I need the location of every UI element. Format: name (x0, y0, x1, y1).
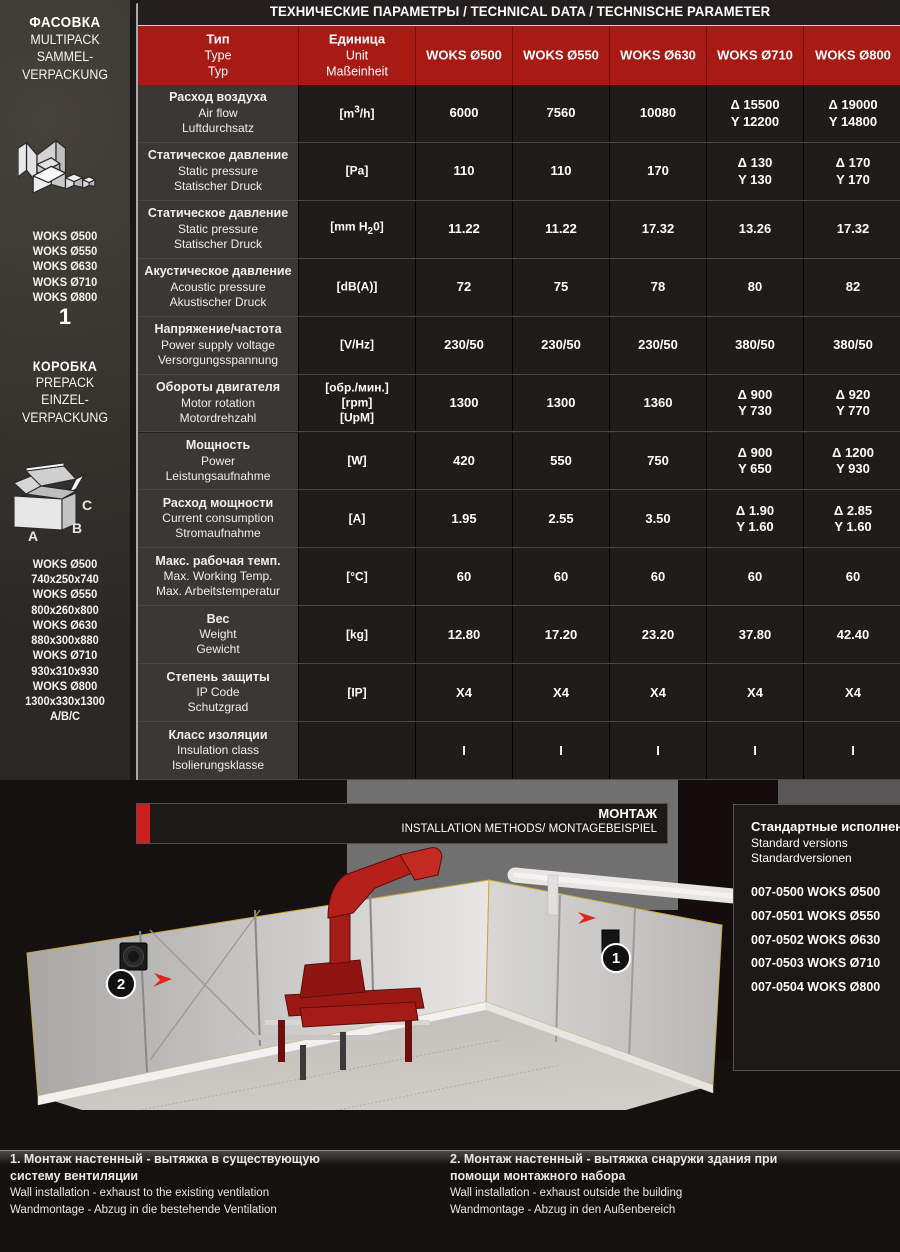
svg-text:1: 1 (612, 950, 620, 967)
svg-text:2: 2 (117, 976, 125, 993)
